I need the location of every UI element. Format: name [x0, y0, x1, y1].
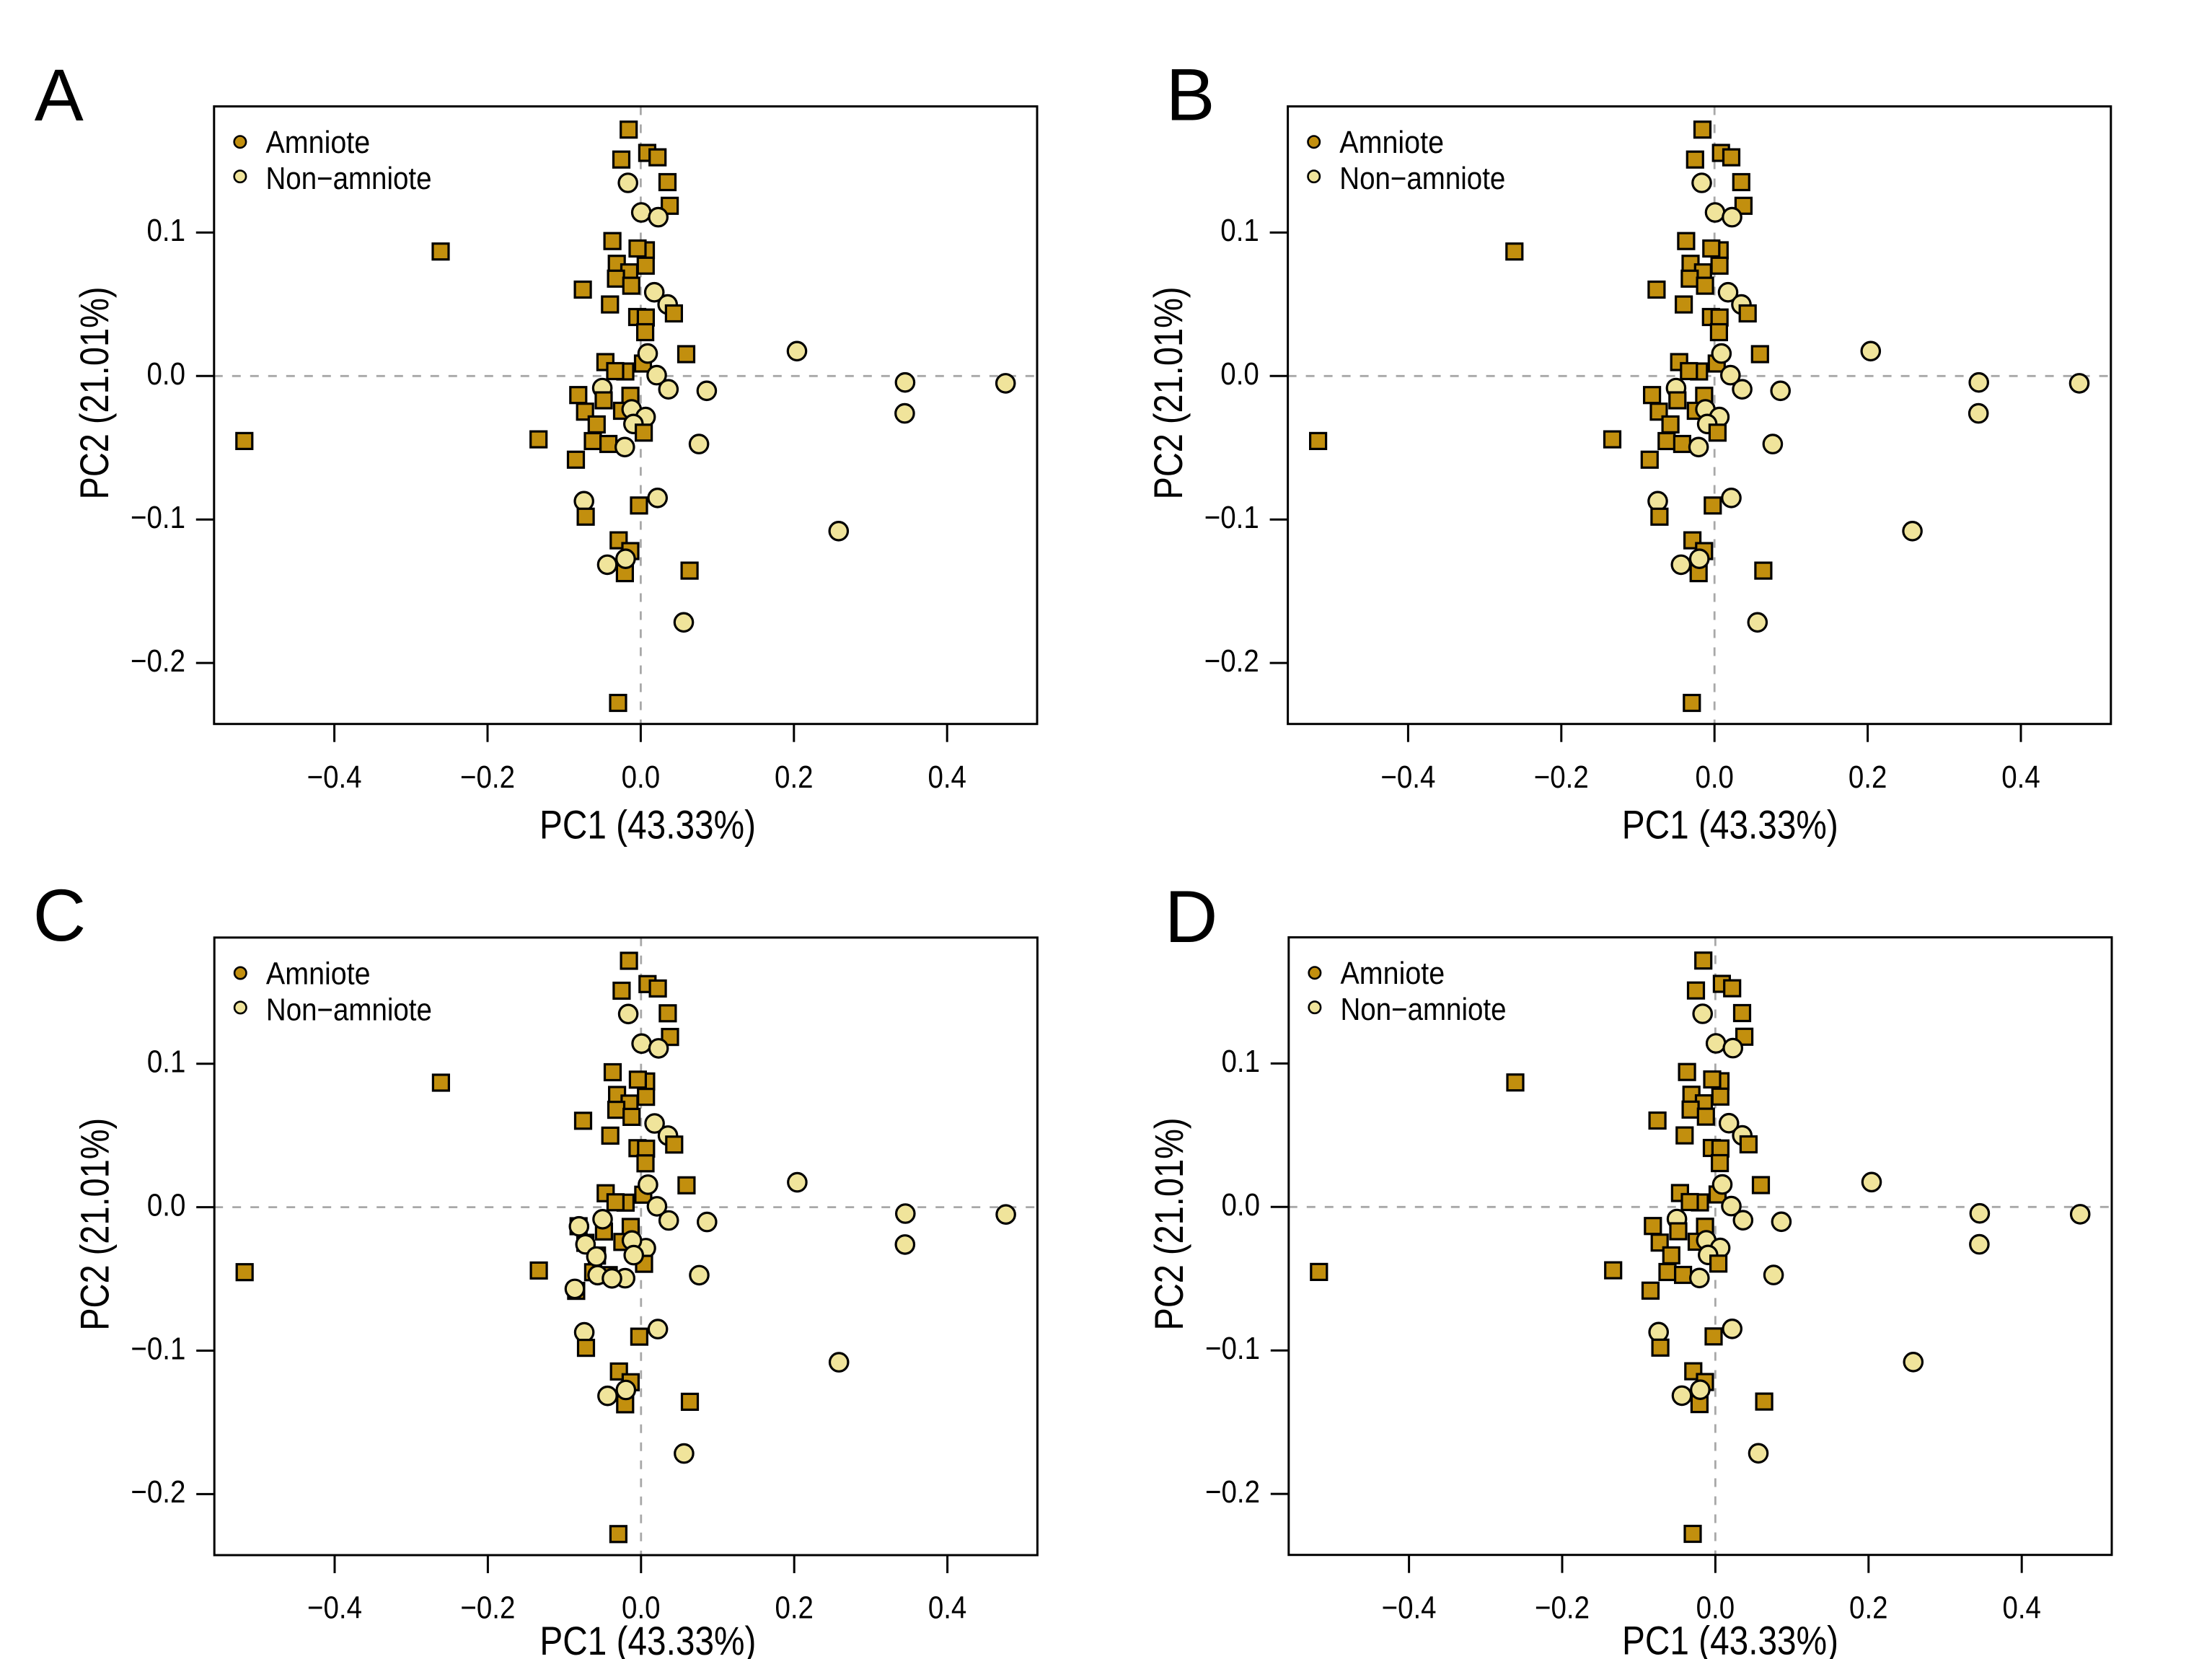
svg-text:0.0: 0.0: [147, 1187, 186, 1223]
svg-text:0.0: 0.0: [622, 760, 661, 795]
svg-text:0.0: 0.0: [1696, 1590, 1735, 1625]
svg-text:−0.4: −0.4: [1382, 1590, 1437, 1625]
svg-text:A: A: [35, 54, 84, 136]
svg-text:−0.2: −0.2: [1204, 643, 1259, 679]
svg-text:0.4: 0.4: [2002, 1590, 2041, 1625]
svg-text:0.0: 0.0: [1220, 356, 1259, 392]
svg-text:PC1 (43.33%): PC1 (43.33%): [539, 1618, 756, 1659]
svg-text:−0.2: −0.2: [1535, 1590, 1590, 1625]
svg-text:−0.4: −0.4: [307, 1590, 362, 1626]
svg-text:−0.2: −0.2: [460, 760, 515, 795]
svg-text:0.0: 0.0: [1222, 1187, 1261, 1223]
svg-text:B: B: [1166, 54, 1215, 136]
svg-text:0.1: 0.1: [147, 1044, 186, 1080]
svg-text:PC1 (43.33%): PC1 (43.33%): [1622, 802, 1838, 848]
svg-text:−0.4: −0.4: [1380, 760, 1435, 795]
svg-text:−0.1: −0.1: [1205, 1331, 1260, 1366]
svg-text:0.4: 0.4: [928, 1590, 967, 1626]
svg-text:0.0: 0.0: [147, 356, 186, 392]
svg-text:0.2: 0.2: [1849, 760, 1887, 795]
svg-text:0.2: 0.2: [1849, 1590, 1888, 1625]
svg-text:−0.4: −0.4: [307, 760, 362, 795]
svg-text:−0.1: −0.1: [131, 500, 185, 535]
svg-text:PC1 (43.33%): PC1 (43.33%): [1622, 1618, 1838, 1659]
svg-text:−0.2: −0.2: [131, 643, 185, 679]
svg-text:0.4: 0.4: [927, 760, 966, 795]
svg-text:0.1: 0.1: [147, 213, 186, 248]
svg-text:−0.2: −0.2: [131, 1474, 185, 1510]
svg-text:−0.1: −0.1: [131, 1331, 185, 1366]
svg-text:0.1: 0.1: [1220, 213, 1259, 248]
svg-text:0.0: 0.0: [1695, 760, 1734, 795]
svg-text:PC2 (21.01%): PC2 (21.01%): [71, 287, 117, 500]
svg-text:0.2: 0.2: [775, 1590, 814, 1626]
svg-text:PC2 (21.01%): PC2 (21.01%): [1145, 287, 1191, 500]
svg-text:PC2 (21.01%): PC2 (21.01%): [71, 1118, 117, 1331]
svg-text:0.2: 0.2: [775, 760, 814, 795]
svg-text:0.1: 0.1: [1222, 1044, 1261, 1079]
svg-text:0.0: 0.0: [622, 1590, 661, 1626]
svg-text:D: D: [1165, 876, 1218, 958]
svg-text:−0.2: −0.2: [1205, 1474, 1260, 1510]
svg-text:PC1 (43.33%): PC1 (43.33%): [539, 802, 756, 848]
svg-text:−0.2: −0.2: [460, 1590, 515, 1626]
svg-text:−0.2: −0.2: [1534, 760, 1589, 795]
svg-text:0.4: 0.4: [2001, 760, 2040, 795]
svg-text:PC2 (21.01%): PC2 (21.01%): [1146, 1118, 1191, 1331]
svg-text:C: C: [33, 874, 87, 956]
svg-text:−0.1: −0.1: [1204, 500, 1259, 535]
